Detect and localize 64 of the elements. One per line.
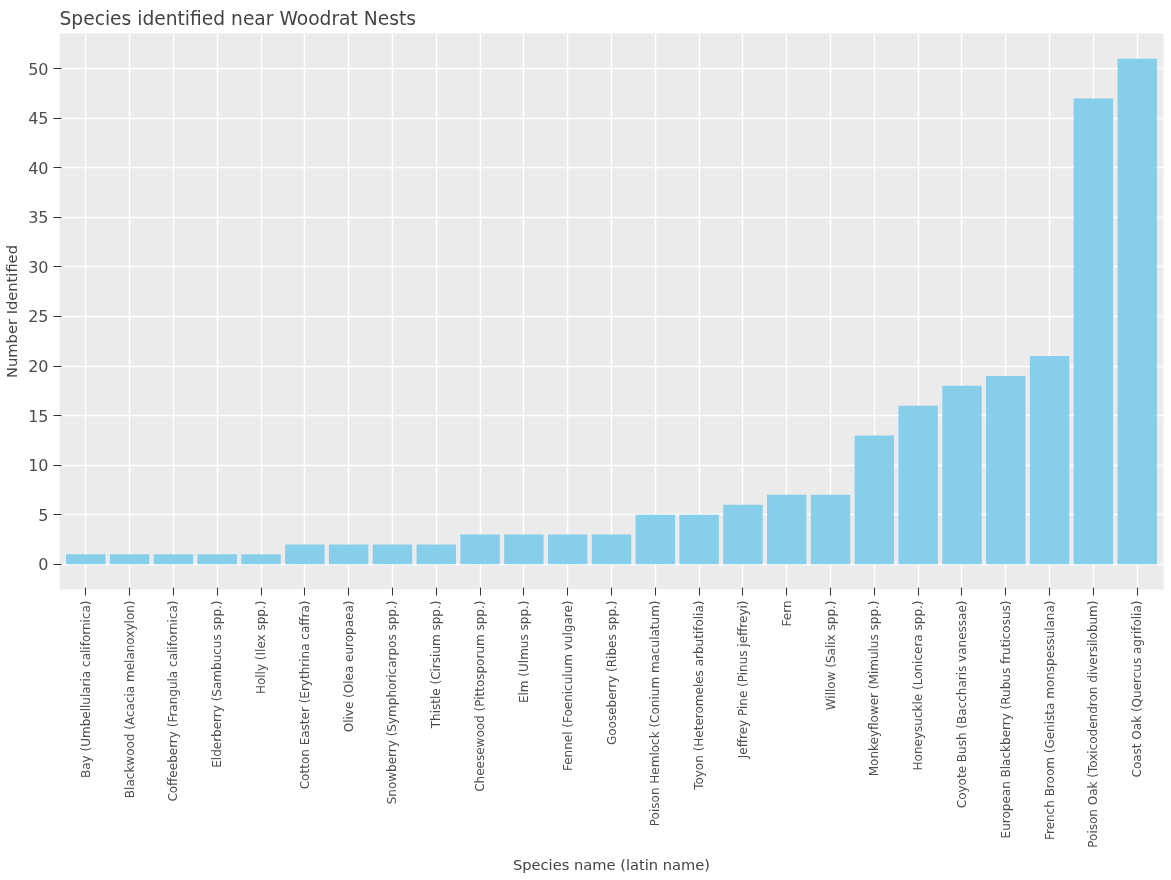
bar (241, 554, 281, 565)
x-tick-label: Honeysuckle (Lonicera spp.) (911, 600, 926, 771)
y-axis-title: Number Identified (3, 245, 21, 378)
x-tick-label: Fern (779, 600, 794, 627)
bar (767, 494, 807, 565)
bar (109, 554, 150, 565)
x-tick-label: Blackwood (Acacia melanoxylon) (122, 600, 137, 799)
bar (328, 544, 369, 565)
bar (504, 534, 544, 565)
bar (898, 405, 938, 565)
bar (66, 554, 106, 565)
bar (854, 435, 895, 565)
x-tick-label: Coffeeberry (Frangula californica) (166, 600, 181, 802)
x-tick-label: Willow (Salix spp.) (823, 600, 838, 711)
x-tick-label: Bay (Umbellularia californica) (78, 600, 93, 779)
x-tick-label: European Blackberry (Rubus fruticosus) (998, 600, 1013, 839)
x-tick-label: Monkeyflower (Mimulus spp.) (867, 600, 882, 777)
y-tick-label: 45 (28, 109, 49, 129)
y-tick-label: 10 (28, 456, 49, 476)
x-tick-label: French Broom (Genista monspessulana) (1042, 600, 1057, 841)
bar (547, 534, 588, 565)
x-tick-label: Snowberry (Symphoricarpos spp.) (385, 600, 400, 805)
x-axis-title: Species name (latin name) (512, 855, 711, 873)
bar (416, 544, 456, 565)
x-tick-label: Elm (Ulmus spp.) (516, 600, 531, 704)
bar (197, 554, 237, 565)
y-tick-label: 5 (38, 505, 49, 525)
x-tick-label: Cheesewood (Pittosporum spp.) (473, 600, 488, 792)
y-tick-label: 15 (28, 406, 49, 426)
x-tick-label: Coast Oak (Quercus agrifolia) (1130, 600, 1145, 778)
y-tick-label: 50 (28, 59, 49, 79)
bar (635, 514, 676, 565)
bar (1073, 98, 1114, 565)
bar (285, 544, 325, 565)
x-tick-label: Toyon (Heteromeles arbutifolia) (692, 600, 707, 791)
y-tick-label: 30 (28, 257, 49, 277)
bar (1117, 58, 1157, 565)
y-tick-label: 25 (28, 307, 49, 327)
x-tick-label: Jeffrey Pine (Pinus jeffreyi) (735, 600, 750, 760)
x-tick-label: Fennel (Foeniculum vulgare) (560, 600, 575, 772)
bar (1029, 356, 1070, 565)
x-tick-label: Coyote Bush (Baccharis vanessae) (954, 600, 969, 809)
y-tick-label: 40 (28, 158, 49, 178)
x-tick-label: Poison Oak (Toxicodendron diversilobum) (1086, 600, 1101, 848)
bar (591, 534, 632, 565)
x-tick-label: Gooseberry (Ribes spp.) (604, 600, 619, 746)
bar (942, 385, 982, 565)
bar (153, 554, 194, 565)
bar (810, 494, 851, 565)
x-tick-label: Elderberry (Sambucus spp.) (210, 600, 225, 768)
chart-title: Species identified near Woodrat Nests (59, 7, 416, 29)
x-tick-label: Holly (Ilex spp.) (254, 600, 269, 695)
bar (372, 544, 413, 565)
y-tick-label: 0 (38, 555, 49, 575)
x-tick-label: Poison Hemlock (Conium maculatum) (648, 600, 663, 827)
bar (460, 534, 500, 565)
x-tick-label: Olive (Olea europaea) (341, 600, 356, 733)
bar (723, 504, 763, 565)
bar (986, 375, 1026, 565)
x-tick-label: Thistle (Cirsium spp.) (429, 600, 444, 730)
y-tick-label: 20 (28, 357, 49, 377)
x-tick-label: Cotton Easter (Erythrina caffra) (297, 600, 312, 790)
bar (679, 514, 719, 565)
y-tick-label: 35 (28, 208, 49, 228)
